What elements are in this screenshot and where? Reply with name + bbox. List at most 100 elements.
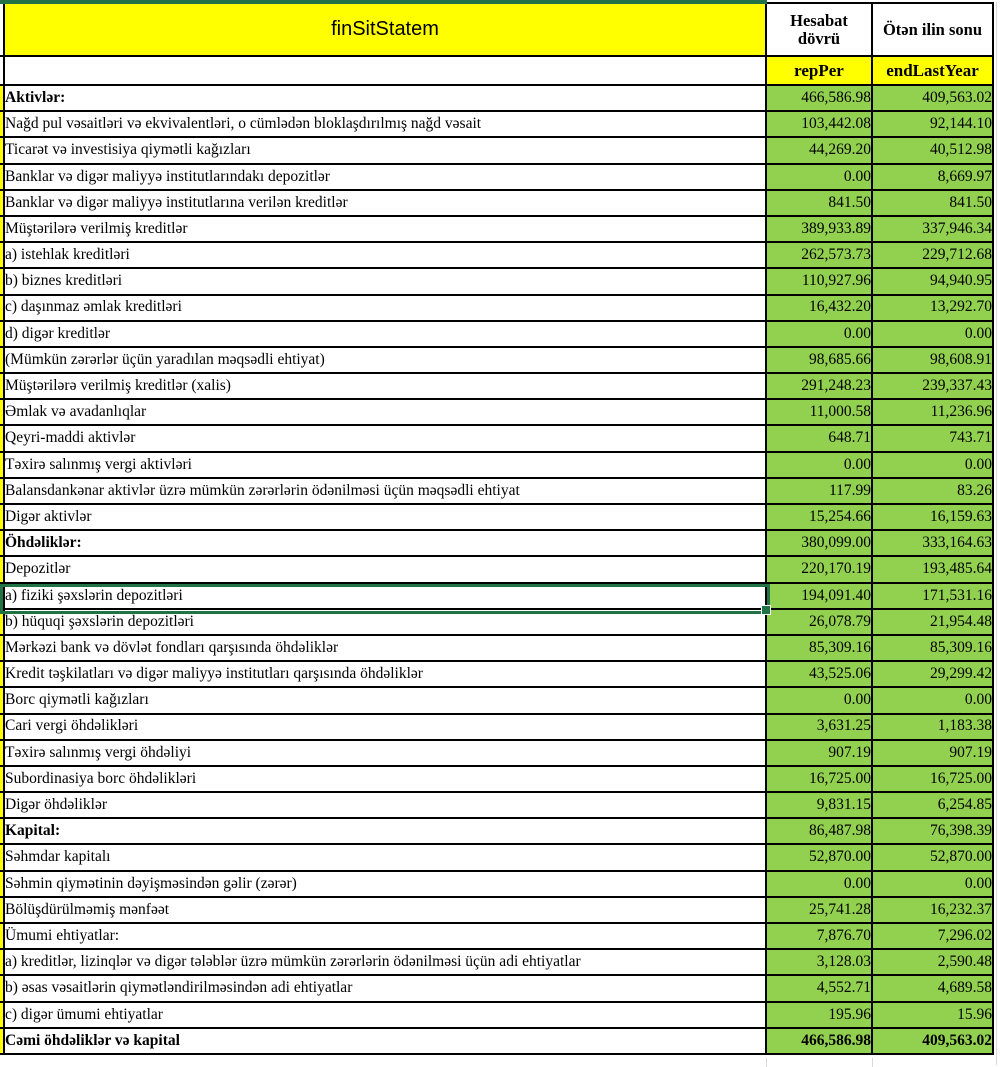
cell-endLastYear[interactable]: 841.50 <box>871 188 994 217</box>
cell-label[interactable]: c) daşınmaz əmlak kreditləri <box>3 293 767 322</box>
row-edge-cell[interactable] <box>0 110 5 139</box>
cell-repPer[interactable]: 15,254.66 <box>765 502 873 532</box>
cell-label[interactable]: Qeyri-maddi aktivlər <box>3 424 767 453</box>
row-edge-cell[interactable] <box>0 686 5 715</box>
cell-repPer[interactable]: 9,831.15 <box>765 791 873 820</box>
cell-repPer[interactable]: 26,078.79 <box>765 607 873 636</box>
cell-endLastYear[interactable]: 0.00 <box>871 319 994 348</box>
cell-label[interactable]: b) biznes kreditləri <box>3 267 767 296</box>
cell-label[interactable]: Səhmin qiymətinin dəyişməsindən gəlir (z… <box>3 869 767 898</box>
row-edge-cell[interactable] <box>0 633 5 663</box>
cell-label[interactable]: Təxirə salınmış vergi aktivləri <box>3 450 767 479</box>
row-edge-cell[interactable] <box>0 267 5 296</box>
cell-endLastYear[interactable]: 333,164.63 <box>871 529 994 558</box>
cell-endLastYear[interactable]: 2,590.48 <box>871 948 994 977</box>
cell-endLastYear[interactable]: 85,309.16 <box>871 633 994 663</box>
row-edge-cell[interactable] <box>0 1000 5 1029</box>
cell-endLastYear[interactable]: 98,608.91 <box>871 345 994 375</box>
cell-endLastYear[interactable]: 52,870.00 <box>871 843 994 872</box>
table-title-cell[interactable]: finSitStatem <box>3 2 767 57</box>
cell-label[interactable]: Cəmi öhdəliklər və kapital <box>3 1026 767 1055</box>
cell-endLastYear[interactable]: 94,940.95 <box>871 267 994 296</box>
cell-label[interactable]: Digər öhdəliklər <box>3 791 767 820</box>
cell-label[interactable]: a) kreditlər, lizinqlər və digər tələblə… <box>3 948 767 977</box>
row-edge-cell[interactable] <box>0 869 5 898</box>
row-edge-cell[interactable] <box>0 817 5 846</box>
cell-endLastYear[interactable]: 229,712.68 <box>871 241 994 270</box>
cell-endLastYear[interactable]: 15.96 <box>871 1000 994 1029</box>
cell-repPer[interactable]: 0.00 <box>765 869 873 898</box>
row-edge-cell[interactable] <box>0 162 5 191</box>
row-edge-cell[interactable] <box>0 921 5 951</box>
cell-endLastYear[interactable]: 1,183.38 <box>871 712 994 741</box>
cell-endLastYear[interactable]: 7,296.02 <box>871 921 994 951</box>
row-edge-cell[interactable] <box>0 529 5 558</box>
row-edge-cell[interactable] <box>0 398 5 427</box>
cell-label[interactable]: Kapital: <box>3 817 767 846</box>
cell-label[interactable]: c) digər ümumi ehtiyatlar <box>3 1000 767 1029</box>
cell-label[interactable]: Ticarət və investisiya qiymətli kağızlar… <box>3 136 767 165</box>
cell-endLastYear[interactable]: 83.26 <box>871 476 994 506</box>
cell-label[interactable]: Balansdankənar aktivlər üzrə mümkün zərə… <box>3 476 767 506</box>
cell-label[interactable]: Müştərilərə verilmiş kreditlər <box>3 214 767 244</box>
cell-label[interactable]: Kredit təşkilatları və digər maliyyə ins… <box>3 660 767 689</box>
cell-endLastYear[interactable]: 92,144.10 <box>871 110 994 139</box>
cell-repPer[interactable]: 466,586.98 <box>765 1026 873 1055</box>
cell-label[interactable]: Depozitlər <box>3 555 767 584</box>
cell-repPer[interactable]: 7,876.70 <box>765 921 873 951</box>
cell-label[interactable]: Aktivlər: <box>3 83 767 113</box>
cell-repPer[interactable]: 25,741.28 <box>765 895 873 925</box>
cell-repPer[interactable]: 16,725.00 <box>765 764 873 794</box>
row-edge-cell[interactable] <box>0 450 5 479</box>
cell-endLastYear[interactable]: 6,254.85 <box>871 791 994 820</box>
cell-label[interactable]: Əmlak və avadanlıqlar <box>3 398 767 427</box>
cell-endLastYear[interactable]: 29,299.42 <box>871 660 994 689</box>
cell-endLastYear[interactable]: 409,563.02 <box>871 1026 994 1055</box>
cell-label[interactable]: Müştərilərə verilmiş kreditlər (xalis) <box>3 372 767 401</box>
cell-repPer[interactable]: 0.00 <box>765 162 873 191</box>
cell-endLastYear[interactable]: 743.71 <box>871 424 994 453</box>
cell-repPer[interactable]: 262,573.73 <box>765 241 873 270</box>
cell-repPer[interactable]: 0.00 <box>765 319 873 348</box>
cell-label[interactable]: Mərkəzi bank və dövlət fondları qarşısın… <box>3 633 767 663</box>
row-edge-cell[interactable] <box>0 948 5 977</box>
cell-repPer[interactable]: 3,128.03 <box>765 948 873 977</box>
row-edge-cell[interactable] <box>0 502 5 532</box>
row-edge-cell[interactable] <box>0 83 5 113</box>
cell-repPer[interactable]: 0.00 <box>765 450 873 479</box>
row-edge-cell[interactable] <box>0 476 5 506</box>
cell-repPer[interactable]: 291,248.23 <box>765 372 873 401</box>
cell-repPer[interactable]: 52,870.00 <box>765 843 873 872</box>
cell-endLastYear[interactable]: 239,337.43 <box>871 372 994 401</box>
cell-repPer[interactable]: 195.96 <box>765 1000 873 1029</box>
cell-label[interactable]: Banklar və digər maliyyə institutlarında… <box>3 162 767 191</box>
cell-repPer[interactable]: 44,269.20 <box>765 136 873 165</box>
cell-label[interactable]: Nağd pul vəsaitləri və ekvivalentləri, o… <box>3 110 767 139</box>
cell-repPer[interactable]: 16,432.20 <box>765 293 873 322</box>
cell-endLastYear[interactable]: 409,563.02 <box>871 83 994 113</box>
cell-label[interactable]: a) istehlak kreditləri <box>3 241 767 270</box>
cell-endLastYear[interactable]: 16,159.63 <box>871 502 994 532</box>
cell-repPer[interactable]: 110,927.96 <box>765 267 873 296</box>
cell-label[interactable]: Digər aktivlər <box>3 502 767 532</box>
row-edge-cell[interactable] <box>0 214 5 244</box>
row-edge-cell[interactable] <box>0 895 5 925</box>
cell-endLastYear[interactable]: 8,669.97 <box>871 162 994 191</box>
cell-repPer[interactable]: 98,685.66 <box>765 345 873 375</box>
row-edge-cell[interactable] <box>0 791 5 820</box>
cell-label[interactable]: Subordinasiya borc öhdəlikləri <box>3 764 767 794</box>
cell-label[interactable]: Cari vergi öhdəlikləri <box>3 712 767 741</box>
row-edge-cell[interactable] <box>0 55 5 86</box>
cell-endLastYear[interactable]: 11,236.96 <box>871 398 994 427</box>
cell-repPer[interactable]: 841.50 <box>765 188 873 217</box>
cell-repPer[interactable]: 86,487.98 <box>765 817 873 846</box>
cell-label[interactable]: b) hüquqi şəxslərin depozitləri <box>3 607 767 636</box>
cell-repPer[interactable]: 0.00 <box>765 686 873 715</box>
cell-repPer[interactable]: 389,933.89 <box>765 214 873 244</box>
cell-endLastYear[interactable]: 16,232.37 <box>871 895 994 925</box>
row-edge-cell[interactable] <box>0 424 5 453</box>
cell-endLastYear[interactable]: 16,725.00 <box>871 764 994 794</box>
row-edge-cell[interactable] <box>0 738 5 767</box>
cell-label[interactable]: Öhdəliklər: <box>3 529 767 558</box>
cell-repPer[interactable]: 4,552.71 <box>765 974 873 1003</box>
